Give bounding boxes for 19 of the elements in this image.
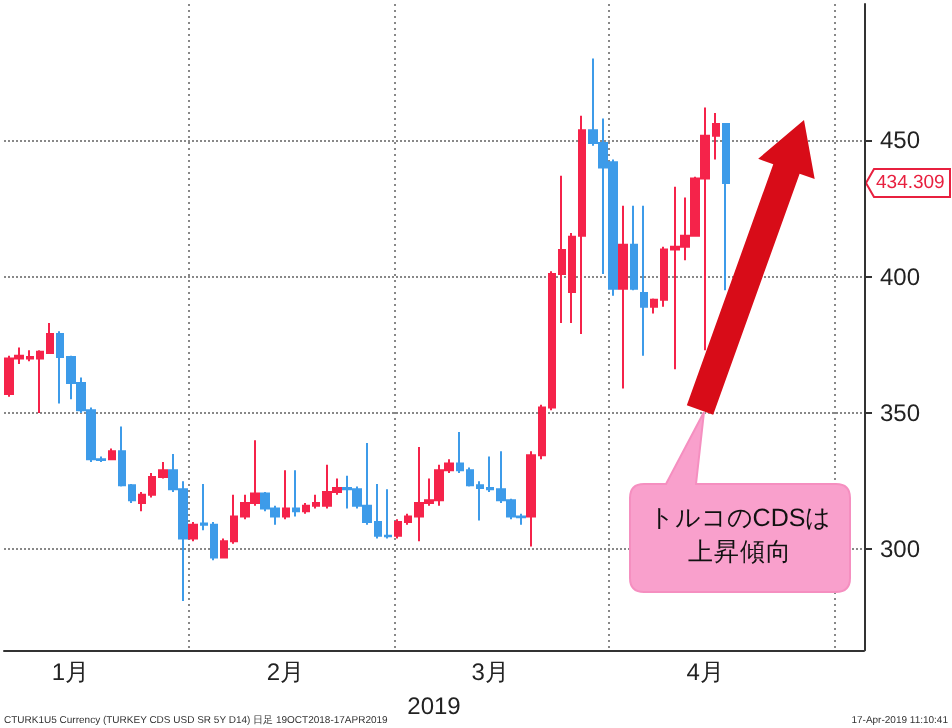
x-axis-title: 2019 — [407, 692, 462, 720]
y-tick-label: 300 — [880, 535, 921, 564]
candlestick — [188, 521, 198, 543]
y-tick-label: 400 — [880, 262, 921, 291]
text: 434.309 — [876, 172, 945, 195]
candlestick — [108, 447, 116, 461]
x-tick-label: 4月 — [686, 658, 724, 687]
candlestick — [618, 204, 628, 390]
candlestick — [282, 469, 290, 521]
candlestick — [640, 204, 648, 357]
candlestick — [292, 469, 300, 518]
y-tick-label: 350 — [880, 398, 921, 427]
x-tick-label: 1月 — [51, 658, 90, 687]
candlestick — [722, 122, 730, 292]
x-tick-label: 3月 — [471, 658, 509, 687]
candlestick — [630, 204, 638, 292]
y-tick-label: 450 — [880, 126, 921, 155]
annotation: トルコのCDSは上昇傾向 — [646, 502, 834, 570]
x-tick-label: 2月 — [266, 658, 305, 687]
